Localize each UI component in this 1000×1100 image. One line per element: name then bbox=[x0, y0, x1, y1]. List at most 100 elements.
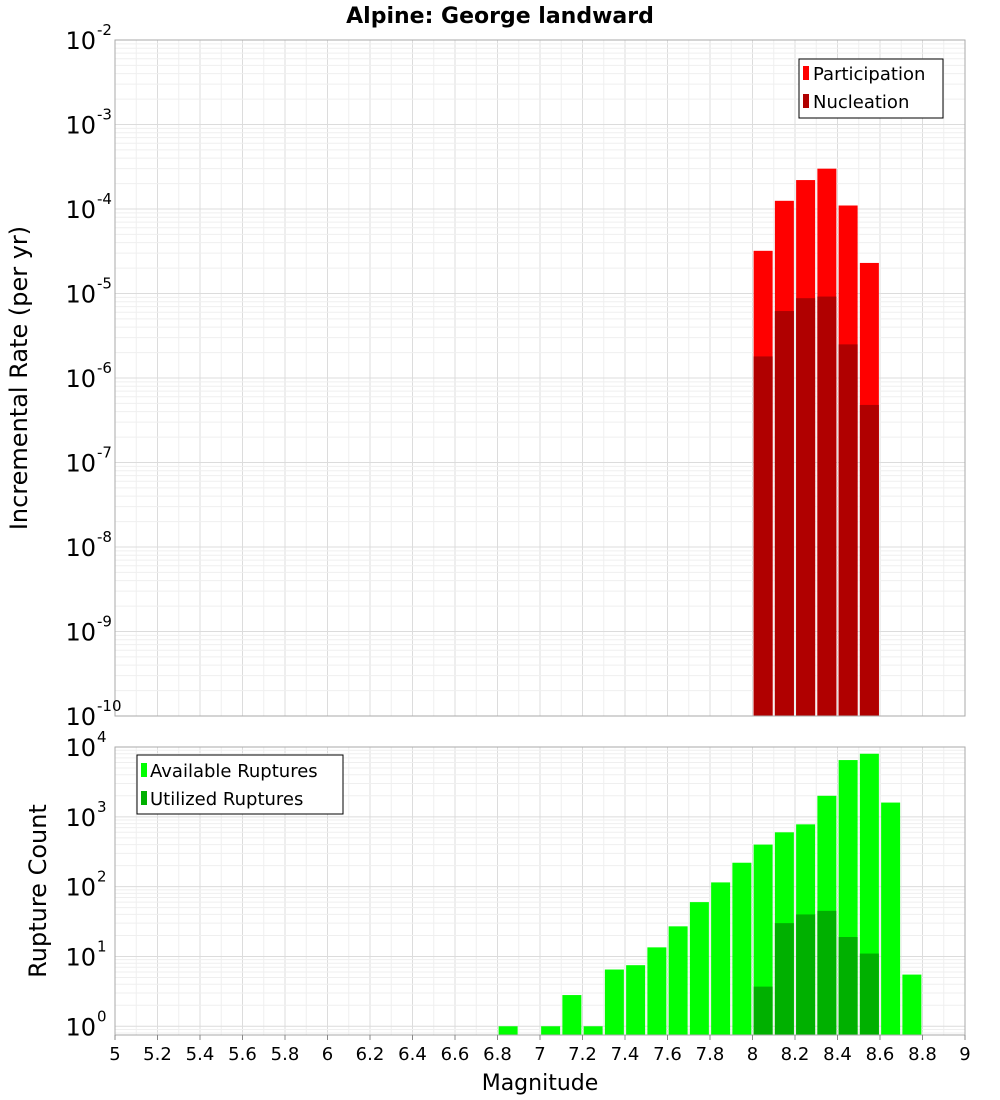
x-axis-label: Magnitude bbox=[482, 1071, 599, 1096]
legend-label-utilized: Utilized Ruptures bbox=[150, 789, 303, 810]
count-y-tick-label: 10 bbox=[65, 804, 96, 832]
x-tick-label: 6.8 bbox=[483, 1044, 512, 1065]
x-tick-label: 5.2 bbox=[143, 1044, 172, 1065]
rate-y-tick-label: 10 bbox=[65, 112, 96, 140]
rate-bar-nucleation bbox=[838, 344, 858, 716]
rate-bar-nucleation bbox=[817, 296, 837, 716]
count-x-ticks: 5 5.2 5.4 5.6 5.8 6 6.2 6.4 6.6 6.8 7 7.2 7.4 7.6 7.8 8… bbox=[109, 1035, 971, 1065]
rate-y-tick-exponent: -3 bbox=[97, 106, 112, 124]
count-bar-available-ruptures bbox=[562, 995, 582, 1035]
rate-y-tick-exponent: -10 bbox=[97, 697, 122, 715]
x-tick-label: 5.6 bbox=[228, 1044, 257, 1065]
x-tick-label: 7.2 bbox=[568, 1044, 597, 1065]
rate-y-tick-exponent: -5 bbox=[97, 275, 112, 293]
rate-y-tick-exponent: -7 bbox=[97, 444, 112, 462]
count-legend-box bbox=[136, 754, 344, 815]
count-bar-utilized-ruptures bbox=[859, 953, 879, 1035]
chart-title: Alpine: George landward bbox=[346, 4, 654, 29]
rate-bar-nucleation bbox=[859, 404, 879, 716]
rate-y-tick-exponent: -4 bbox=[97, 190, 112, 208]
x-tick-label: 7.6 bbox=[653, 1044, 682, 1065]
count-bar-available-ruptures bbox=[647, 947, 667, 1035]
rate-bars bbox=[753, 168, 879, 717]
count-y-tick-label: 10 bbox=[65, 943, 96, 971]
x-tick-label: 6.6 bbox=[441, 1044, 470, 1065]
count-bar-available-ruptures bbox=[541, 1026, 561, 1035]
rate-y-tick-label: 10 bbox=[65, 365, 96, 393]
rate-y-tick-label: 10 bbox=[65, 703, 96, 731]
count-bar-available-ruptures bbox=[881, 802, 901, 1035]
count-legend: Available Ruptures Utilized Ruptures bbox=[136, 754, 344, 815]
rate-y-tick-exponent: -2 bbox=[97, 21, 112, 39]
x-tick-label: 7 bbox=[534, 1044, 545, 1065]
rate-y-tick-label: 10 bbox=[65, 619, 96, 647]
count-bar-available-ruptures bbox=[604, 969, 624, 1035]
rate-legend-box bbox=[798, 58, 944, 119]
rate-plot-frame bbox=[114, 39, 966, 717]
rate-y-tick-label: 10 bbox=[65, 450, 96, 478]
count-bar-available-ruptures bbox=[626, 965, 646, 1035]
x-tick-label: 6 bbox=[322, 1044, 333, 1065]
count-y-tick-exponent: 3 bbox=[97, 798, 107, 816]
rate-y-tick-label: 10 bbox=[65, 196, 96, 224]
count-bar-available-ruptures bbox=[583, 1026, 603, 1035]
rate-bar-nucleation bbox=[753, 356, 773, 716]
x-tick-label: 8.8 bbox=[908, 1044, 937, 1065]
legend-swatch-utilized bbox=[141, 791, 147, 805]
x-tick-label: 9 bbox=[959, 1044, 970, 1065]
count-y-tick-label: 10 bbox=[65, 1013, 96, 1041]
count-y-tick-exponent: 0 bbox=[97, 1007, 107, 1025]
x-tick-label: 7.4 bbox=[611, 1044, 640, 1065]
rate-y-tick-exponent: -6 bbox=[97, 359, 112, 377]
x-tick-label: 5.8 bbox=[271, 1044, 300, 1065]
legend-swatch-participation bbox=[803, 66, 809, 80]
count-bar-available-ruptures bbox=[902, 974, 922, 1035]
rate-legend: Participation Nucleation bbox=[798, 58, 944, 119]
x-tick-label: 5.4 bbox=[186, 1044, 215, 1065]
legend-label-available: Available Ruptures bbox=[150, 761, 318, 782]
x-tick-label: 6.2 bbox=[356, 1044, 385, 1065]
count-y-tick-exponent: 4 bbox=[97, 728, 107, 746]
count-y-tick-label: 10 bbox=[65, 874, 96, 902]
count-bar-utilized-ruptures bbox=[774, 923, 794, 1035]
count-y-tick-exponent: 2 bbox=[97, 868, 107, 886]
count-bar-available-ruptures bbox=[498, 1026, 518, 1035]
count-y-axis-label: Rupture Count bbox=[24, 804, 52, 978]
rate-y-tick-exponent: -8 bbox=[97, 528, 112, 546]
count-y-tick-exponent: 1 bbox=[97, 937, 107, 955]
rate-bar-nucleation bbox=[774, 311, 794, 716]
rate-y-tick-exponent: -9 bbox=[97, 613, 112, 631]
count-y-tick-label: 10 bbox=[65, 734, 96, 762]
x-tick-label: 5 bbox=[109, 1044, 120, 1065]
x-tick-label: 8 bbox=[747, 1044, 758, 1065]
legend-label-nucleation: Nucleation bbox=[813, 92, 909, 113]
count-bar-utilized-ruptures bbox=[796, 914, 816, 1035]
rate-gridlines bbox=[114, 39, 966, 717]
x-tick-label: 8.4 bbox=[823, 1044, 852, 1065]
count-bar-utilized-ruptures bbox=[753, 986, 773, 1035]
count-bar-available-ruptures bbox=[711, 882, 731, 1035]
legend-label-participation: Participation bbox=[813, 64, 925, 85]
count-bars bbox=[498, 753, 922, 1035]
count-bar-available-ruptures bbox=[732, 862, 752, 1035]
rate-y-tick-label: 10 bbox=[65, 281, 96, 309]
x-tick-label: 6.4 bbox=[398, 1044, 427, 1065]
rate-y-axis-label: Incremental Rate (per yr) bbox=[5, 226, 33, 530]
rate-bar-nucleation bbox=[796, 298, 816, 716]
count-bar-available-ruptures bbox=[668, 926, 688, 1035]
rate-y-tick-label: 10 bbox=[65, 534, 96, 562]
x-tick-label: 7.8 bbox=[696, 1044, 725, 1065]
legend-swatch-nucleation bbox=[803, 94, 809, 108]
count-bar-utilized-ruptures bbox=[817, 910, 837, 1035]
x-tick-label: 8.2 bbox=[781, 1044, 810, 1065]
rate-y-tick-label: 10 bbox=[65, 27, 96, 55]
count-bar-available-ruptures bbox=[689, 902, 709, 1035]
count-bar-utilized-ruptures bbox=[838, 936, 858, 1035]
legend-swatch-available bbox=[141, 763, 147, 777]
x-tick-label: 8.6 bbox=[866, 1044, 895, 1065]
